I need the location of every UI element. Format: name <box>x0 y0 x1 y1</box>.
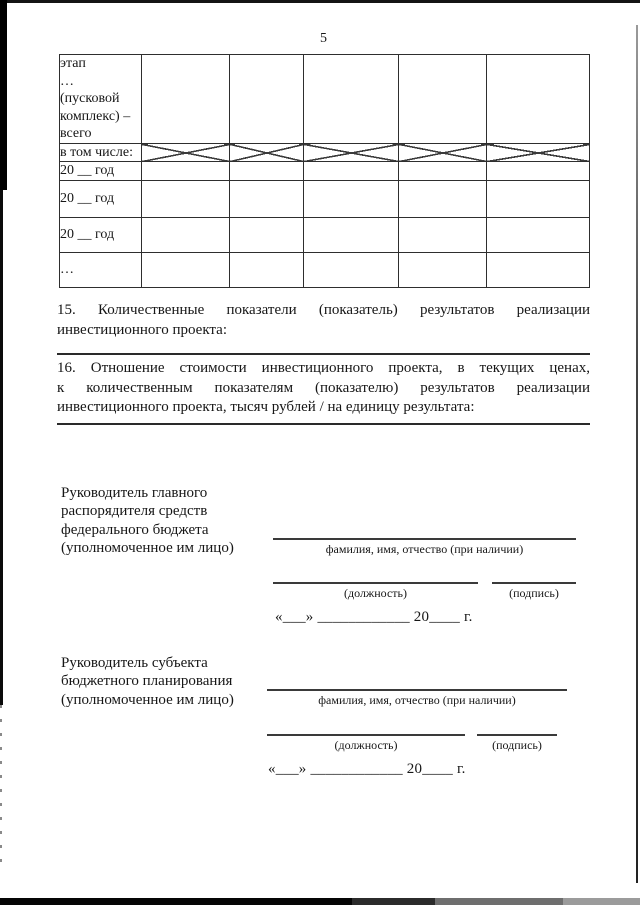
empty-cell <box>303 252 399 288</box>
empty-cell <box>486 180 590 218</box>
signatory-title-chief-administrator: Руководитель главного распорядителя сред… <box>61 484 279 558</box>
empty-cell <box>398 252 487 288</box>
date-blank-line: «___» ____________ 20____ г. <box>268 761 466 777</box>
empty-cell <box>141 217 230 253</box>
empty-cell <box>141 252 230 288</box>
signature-caption: (подпись) <box>492 738 542 752</box>
crossed-out-cell <box>141 143 230 162</box>
signatory-title-line: (уполномоченное им лицо) <box>61 691 234 708</box>
separator-line <box>57 423 590 425</box>
empty-cell <box>303 54 399 144</box>
date-blank-line: «___» ____________ 20____ г. <box>275 609 473 625</box>
table-row-year: 20 __ год <box>59 161 590 181</box>
scan-right-edge-line <box>636 25 638 883</box>
empty-cell <box>398 217 487 253</box>
full-name-blank-line <box>267 689 567 691</box>
year-row-label: 20 __ год <box>59 161 142 181</box>
empty-cell <box>486 161 590 181</box>
empty-cell <box>141 54 230 144</box>
signatory-title-line: распорядителя средств <box>61 503 208 520</box>
paragraph-16-line: 16. Отношение стоимости инвестиционного … <box>57 360 590 376</box>
year-row-label: 20 __ год <box>59 217 142 253</box>
scan-bottom-edge-bar <box>0 898 640 905</box>
table-row-including: в том числе: <box>59 143 590 162</box>
empty-cell <box>303 217 399 253</box>
signatory-title-line: Руководитель главного <box>61 485 208 501</box>
paragraph-15: 15. Количественные показатели (показател… <box>57 301 590 340</box>
table-row-ellipsis: … <box>59 252 590 288</box>
page-number: 5 <box>320 31 327 46</box>
empty-cell <box>141 161 230 181</box>
crossed-out-cell <box>303 143 399 162</box>
empty-cell <box>398 54 487 144</box>
empty-cell <box>398 161 487 181</box>
crossed-out-cell <box>229 143 304 162</box>
empty-cell <box>229 252 304 288</box>
empty-cell <box>486 54 590 144</box>
scan-left-edge-dots <box>0 705 2 865</box>
empty-cell <box>303 180 399 218</box>
empty-cell <box>229 161 304 181</box>
table-row-stage: этап … (пусковой комплекс) – всего <box>59 54 590 144</box>
paragraph-16-line: инвестиционного проекта, тысяч рублей / … <box>57 399 475 415</box>
year-row-label: 20 __ год <box>59 180 142 218</box>
ellipsis-row-label: … <box>59 252 142 288</box>
crossed-out-cell <box>486 143 590 162</box>
signature-blank-line <box>477 734 557 736</box>
paragraph-15-line: 15. Количественные показатели (показател… <box>57 302 590 318</box>
signatory-title-line: федерального бюджета <box>61 521 209 538</box>
full-name-blank-line <box>273 538 576 540</box>
position-caption: (должность) <box>334 738 398 752</box>
empty-cell <box>229 180 304 218</box>
scan-left-edge-line <box>0 190 3 705</box>
crossed-out-cell <box>398 143 487 162</box>
scan-left-edge-bar <box>0 0 7 190</box>
signatory-title-line: Руководитель субъекта <box>61 655 208 671</box>
scan-top-edge-line <box>0 0 640 3</box>
empty-cell <box>229 54 304 144</box>
empty-cell <box>229 217 304 253</box>
table-row-year: 20 __ год <box>59 180 590 218</box>
paragraph-15-line: инвестиционного проекта: <box>57 321 227 338</box>
separator-line <box>57 353 590 355</box>
empty-cell <box>486 252 590 288</box>
empty-cell <box>486 217 590 253</box>
full-name-caption: фамилия, имя, отчество (при наличии) <box>318 693 516 707</box>
signature-caption: (подпись) <box>509 586 559 600</box>
position-blank-line <box>267 734 465 736</box>
table-row-year: 20 __ год <box>59 217 590 253</box>
signatory-title-line: бюджетного планирования <box>61 673 233 690</box>
stage-row-label: этап … (пусковой комплекс) – всего <box>59 54 142 144</box>
signatory-title-budget-planning-head: Руководитель субъекта бюджетного планиро… <box>61 654 279 709</box>
empty-cell <box>398 180 487 218</box>
empty-cell <box>141 180 230 218</box>
paragraph-16-line: к количественным показателям (показателю… <box>57 379 590 396</box>
position-caption: (должность) <box>344 586 407 600</box>
signature-blank-line <box>492 582 576 584</box>
paragraph-16: 16. Отношение стоимости инвестиционного … <box>57 359 590 418</box>
full-name-caption: фамилия, имя, отчество (при наличии) <box>325 542 524 556</box>
empty-cell <box>303 161 399 181</box>
position-blank-line <box>273 582 478 584</box>
signatory-title-line: (уполномоченное им лицо) <box>61 540 234 557</box>
stages-years-table: этап … (пусковой комплекс) – всего в том… <box>59 54 590 288</box>
including-row-label: в том числе: <box>59 143 142 162</box>
